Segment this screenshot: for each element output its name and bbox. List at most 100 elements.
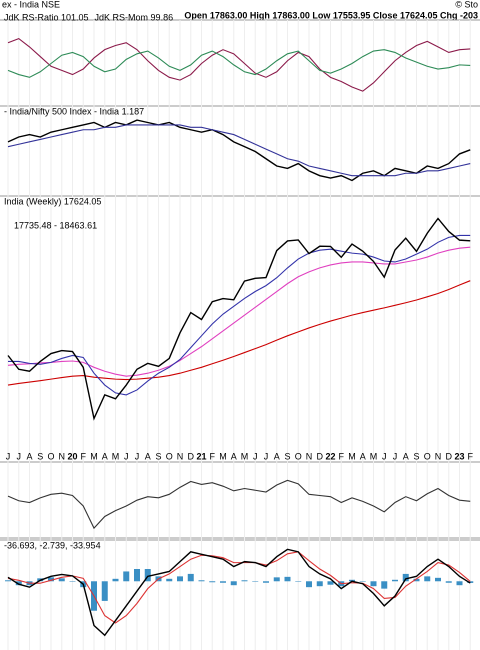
x-tick-label: O <box>295 451 302 461</box>
panel-title: - India/Nifty 500 Index - India 1.187 <box>4 106 144 116</box>
histogram-bar <box>134 569 140 582</box>
header-quote: Open 17863.00 High 17863.00 Low 17553.95… <box>184 10 478 20</box>
x-tick-label: A <box>231 451 237 461</box>
x-tick-label: A <box>26 451 32 461</box>
histogram-bar <box>402 573 409 582</box>
series-line <box>7 217 471 421</box>
series-line <box>7 37 471 92</box>
histogram-bar <box>69 581 76 582</box>
histogram-bar <box>392 579 398 582</box>
histogram-bar <box>241 580 248 582</box>
legend-entry: JdK RS-Mom 99.86 <box>95 12 174 22</box>
histogram-bar <box>101 581 108 601</box>
panel-title: India (Weekly) 17624.05 <box>4 196 101 206</box>
histogram-bar <box>5 580 11 582</box>
x-tick-label: F <box>210 451 216 461</box>
histogram-bar <box>177 576 183 582</box>
x-tick-label: F <box>339 451 345 461</box>
histogram-bar <box>435 577 441 582</box>
histogram-bar <box>230 581 237 586</box>
x-tick-label: M <box>370 451 378 461</box>
x-tick-label: A <box>102 451 108 461</box>
histogram-bar <box>144 569 151 582</box>
histogram-bar <box>112 578 119 582</box>
series-line <box>7 479 471 530</box>
histogram-bar <box>306 581 312 588</box>
series-line <box>8 234 471 396</box>
x-tick-label: F <box>81 451 87 461</box>
histogram-bar <box>316 581 323 587</box>
x-tick-label: O <box>47 451 54 461</box>
histogram-bar <box>48 577 54 582</box>
x-tick-label: M <box>241 451 249 461</box>
histogram-bar <box>370 581 377 587</box>
histogram-bar <box>327 581 334 585</box>
x-tick-label: A <box>403 451 409 461</box>
x-tick-label: M <box>112 451 120 461</box>
x-tick-label: J <box>253 451 258 461</box>
histogram-bar <box>198 580 205 582</box>
panel-title: -36.693, -2.739, -33.954 <box>4 540 101 550</box>
header-credit: © Sto <box>455 0 478 9</box>
x-tick-label: N <box>59 451 66 461</box>
histogram-bar <box>15 581 22 586</box>
x-tick-label: A <box>274 451 280 461</box>
series-line <box>7 124 471 177</box>
x-tick-label: 20 <box>67 451 77 461</box>
x-tick-label: M <box>219 451 227 461</box>
x-tick-label: 22 <box>325 451 335 461</box>
x-tick-label: 23 <box>454 451 464 461</box>
histogram-bar <box>284 576 291 582</box>
histogram-bar <box>166 578 173 582</box>
series-line <box>7 246 471 377</box>
panel-subtitle: 17735.48 - 18463.61 <box>14 220 97 230</box>
x-tick-label: J <box>135 451 140 461</box>
x-tick-label: D <box>317 451 324 461</box>
histogram-bar <box>381 581 388 589</box>
x-tick-label: J <box>17 451 22 461</box>
histogram-bar <box>456 581 463 586</box>
histogram-bar <box>424 576 431 582</box>
x-tick-label: M <box>348 451 356 461</box>
x-tick-label: J <box>382 451 387 461</box>
x-tick-label: M <box>90 451 98 461</box>
x-tick-label: J <box>124 451 129 461</box>
x-tick-label: F <box>468 451 474 461</box>
x-tick-label: A <box>360 451 366 461</box>
x-tick-label: S <box>413 451 419 461</box>
histogram-bar <box>359 581 366 582</box>
histogram-bar <box>58 578 65 582</box>
x-tick-label: N <box>177 451 184 461</box>
histogram-bar <box>123 571 130 582</box>
histogram-bar <box>349 579 355 582</box>
header-title: ex - India NSE <box>2 0 60 9</box>
series-line <box>7 548 471 637</box>
x-tick-label: O <box>166 451 173 461</box>
legend-entry: JdK RS-Ratio 101.05 <box>4 12 89 22</box>
histogram-bar <box>187 573 194 582</box>
histogram-bar <box>220 581 226 583</box>
x-tick-label: 21 <box>196 451 206 461</box>
x-tick-label: O <box>424 451 431 461</box>
x-tick-label: S <box>155 451 161 461</box>
x-tick-label: J <box>6 451 11 461</box>
x-tick-label: N <box>306 451 313 461</box>
series-line <box>7 119 471 182</box>
series-line <box>7 49 471 78</box>
x-tick-label: S <box>37 451 43 461</box>
histogram-bar <box>413 578 420 582</box>
histogram-bar <box>263 581 269 583</box>
x-tick-label: D <box>446 451 453 461</box>
x-tick-label: D <box>188 451 195 461</box>
histogram-bar <box>467 581 474 583</box>
histogram-bar <box>209 581 216 583</box>
x-tick-label: J <box>264 451 269 461</box>
x-tick-label: J <box>393 451 398 461</box>
x-tick-label: A <box>145 451 151 461</box>
histogram-bar <box>445 581 452 583</box>
histogram-bar <box>252 581 259 582</box>
histogram-bar <box>295 581 302 582</box>
x-tick-label: S <box>284 451 290 461</box>
